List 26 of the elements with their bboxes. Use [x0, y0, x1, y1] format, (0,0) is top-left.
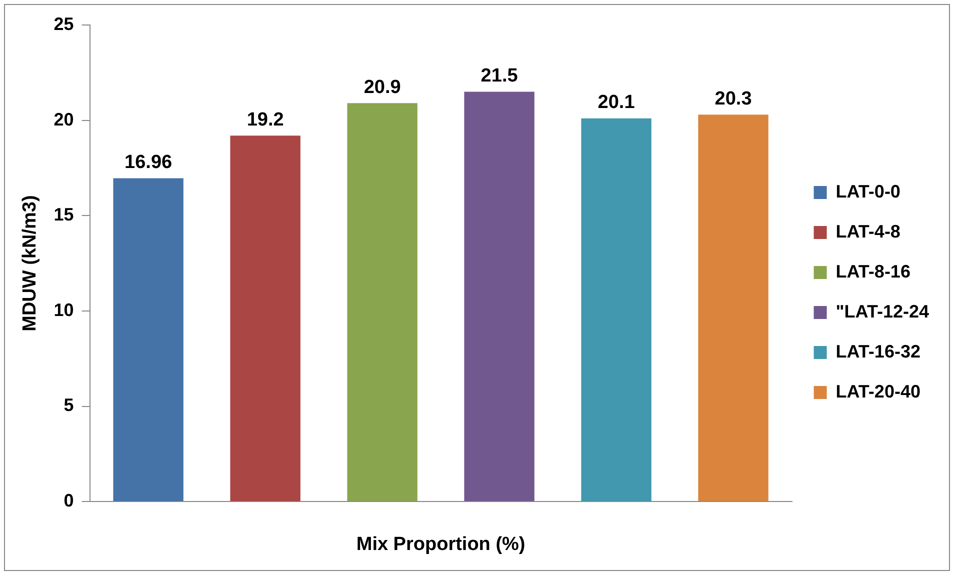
legend-label: LAT-4-8: [836, 221, 900, 242]
y-tick-label: 20: [54, 109, 74, 130]
y-tick-label: 25: [54, 14, 74, 34]
data-label: 16.96: [124, 152, 172, 174]
data-label: 20.1: [598, 92, 636, 114]
bar: [113, 178, 184, 502]
y-tick-label: 10: [54, 300, 74, 320]
y-axis-title: MDUW (kN/m3): [20, 195, 41, 332]
bar: [698, 114, 768, 502]
y-tick-label: 0: [64, 490, 74, 511]
bar: [581, 118, 652, 502]
legend-label: "LAT-12-24: [836, 301, 930, 322]
data-label: 19.2: [246, 109, 284, 130]
bar: [347, 103, 418, 502]
data-label: 21.5: [480, 65, 518, 86]
data-label: 20.3: [714, 88, 752, 110]
legend-label: LAT-20-40: [836, 381, 920, 402]
bar: [464, 92, 534, 502]
legend-label: LAT-8-16: [836, 261, 910, 282]
bar: [230, 136, 300, 502]
legend-label: LAT-16-32: [836, 341, 920, 362]
y-tick-label: 5: [64, 395, 74, 416]
legend-label: LAT-0-0: [836, 181, 900, 202]
x-axis-title: Mix Proportion (%): [356, 534, 526, 555]
y-tick-label: 15: [54, 204, 74, 225]
data-label: 20.9: [364, 76, 401, 98]
